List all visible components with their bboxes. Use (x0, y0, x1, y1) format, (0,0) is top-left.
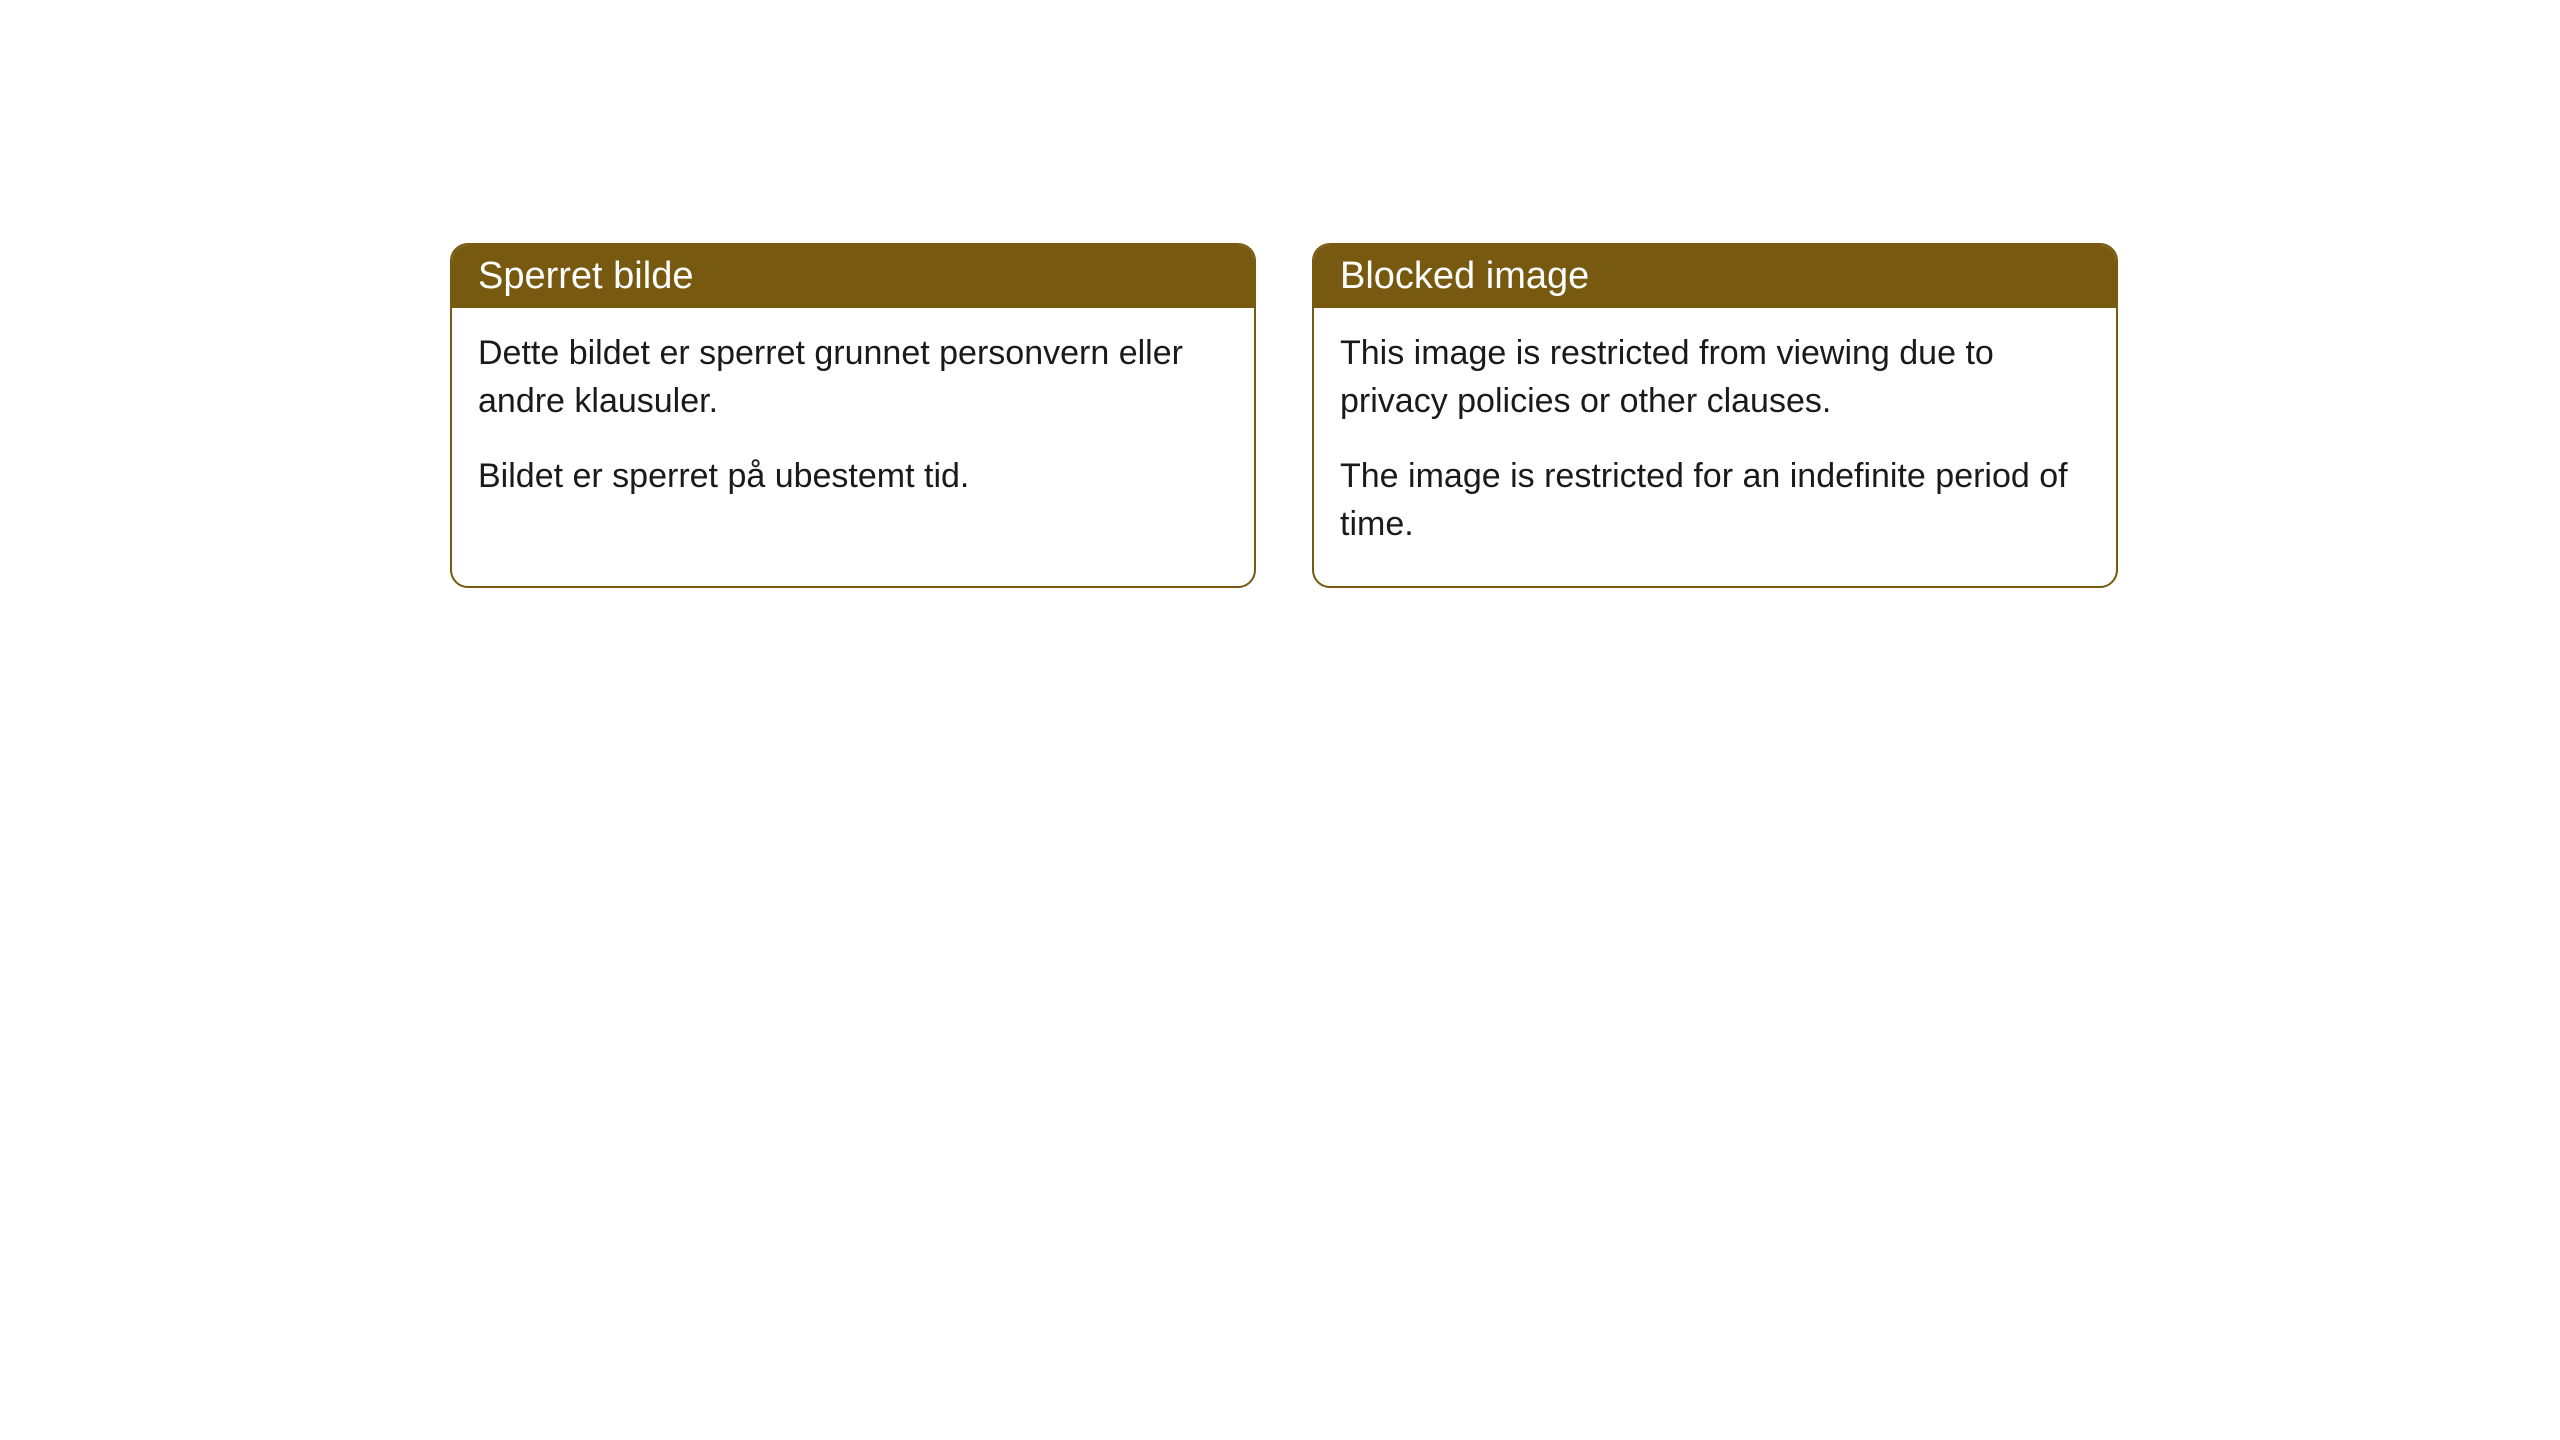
card-body-norwegian: Dette bildet er sperret grunnet personve… (452, 308, 1254, 539)
card-paragraph-2: Bildet er sperret på ubestemt tid. (478, 453, 1228, 501)
card-header-norwegian: Sperret bilde (452, 245, 1254, 308)
card-paragraph-2: The image is restricted for an indefinit… (1340, 453, 2090, 548)
card-header-english: Blocked image (1314, 245, 2116, 308)
card-title: Sperret bilde (478, 255, 693, 297)
card-paragraph-1: Dette bildet er sperret grunnet personve… (478, 330, 1228, 425)
card-body-english: This image is restricted from viewing du… (1314, 308, 2116, 586)
blocked-image-card-english: Blocked image This image is restricted f… (1312, 243, 2118, 588)
card-paragraph-1: This image is restricted from viewing du… (1340, 330, 2090, 425)
cards-container: Sperret bilde Dette bildet er sperret gr… (450, 243, 2118, 588)
blocked-image-card-norwegian: Sperret bilde Dette bildet er sperret gr… (450, 243, 1256, 588)
card-title: Blocked image (1340, 255, 1589, 297)
